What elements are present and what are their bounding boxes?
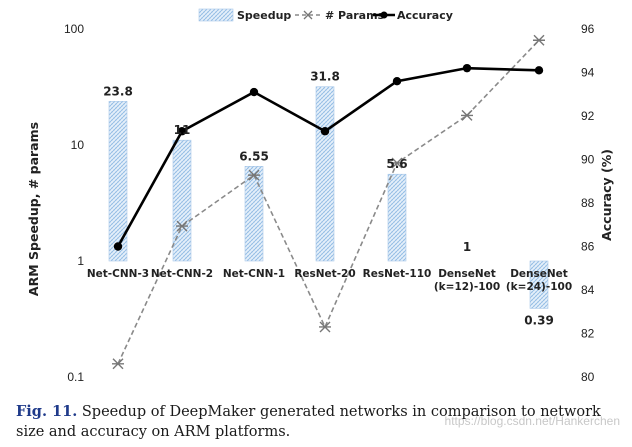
params-marker bbox=[112, 358, 124, 370]
category-label: (k=12)-100 bbox=[434, 281, 500, 293]
category-label: Net-CNN-2 bbox=[151, 268, 213, 280]
accuracy-marker bbox=[320, 127, 330, 136]
category-label: DenseNet bbox=[438, 268, 496, 280]
figure-caption: Fig. 11. Speedup of DeepMaker generated … bbox=[16, 402, 628, 442]
params-marker bbox=[533, 34, 545, 46]
category-label: ResNet-110 bbox=[363, 268, 432, 280]
legend: Speedup # Params Accuracy bbox=[198, 8, 453, 22]
speedup-bar bbox=[244, 166, 264, 262]
params-marker bbox=[461, 109, 473, 121]
speedup-label: 11 bbox=[174, 123, 191, 137]
right-tick-label: 84 bbox=[581, 283, 595, 297]
caption-text: Speedup of DeepMaker generated networks … bbox=[16, 404, 601, 440]
speedup-label: 6.55 bbox=[239, 149, 269, 163]
left-tick-label: 0.1 bbox=[67, 370, 84, 384]
params-marker bbox=[248, 169, 260, 181]
axes: 0.1 1 10 100 80 82 84 86 88 90 92 94 96 ARM Speedup, … bbox=[26, 22, 614, 384]
speedup-bar bbox=[172, 139, 192, 262]
accuracy-marker bbox=[392, 77, 402, 86]
data-labels: 23.8 11 6.55 31.8 5.6 1 0.39 bbox=[103, 70, 554, 328]
speedup-bar bbox=[387, 173, 407, 262]
legend-marker-params bbox=[303, 10, 313, 20]
left-tick-label: 10 bbox=[71, 138, 85, 152]
params-series bbox=[112, 34, 545, 370]
accuracy-series bbox=[113, 63, 544, 251]
category-label: Net-CNN-1 bbox=[223, 268, 285, 280]
right-tick-label: 82 bbox=[581, 327, 595, 341]
category-label: ResNet-20 bbox=[294, 268, 355, 280]
legend-label-accuracy: Accuracy bbox=[397, 9, 453, 22]
params-marker bbox=[319, 321, 331, 333]
speedup-bar bbox=[529, 260, 549, 309]
accuracy-marker bbox=[177, 127, 187, 136]
speedup-label: 31.8 bbox=[310, 70, 340, 84]
category-label: (k=24)-100 bbox=[506, 281, 572, 293]
params-marker bbox=[176, 220, 188, 232]
speedup-bar bbox=[315, 86, 335, 262]
right-tick-label: 88 bbox=[581, 196, 595, 210]
params-marker bbox=[391, 157, 403, 169]
right-tick-label: 86 bbox=[581, 240, 595, 254]
speedup-label: 5.6 bbox=[386, 157, 407, 171]
speedup-bars bbox=[108, 86, 549, 309]
right-tick-label: 96 bbox=[581, 22, 595, 36]
left-tick-label: 1 bbox=[77, 254, 84, 268]
legend-marker-accuracy bbox=[380, 11, 388, 19]
figure-number: Fig. 11. bbox=[16, 403, 78, 420]
accuracy-marker bbox=[113, 242, 123, 251]
right-axis-title: Accuracy (%) bbox=[599, 149, 614, 241]
left-axis-title: ARM Speedup, # params bbox=[26, 122, 41, 296]
legend-swatch-speedup bbox=[198, 8, 234, 22]
legend-label-speedup: Speedup bbox=[237, 9, 291, 22]
right-tick-label: 90 bbox=[581, 153, 595, 167]
right-tick-label: 80 bbox=[581, 370, 595, 384]
chart-svg: Speedup # Params Accuracy 0.1 1 10 100 80 82 84 8… bbox=[26, 8, 614, 384]
speedup-label: 0.39 bbox=[524, 313, 554, 327]
speedup-bar bbox=[108, 101, 128, 262]
category-label: DenseNet bbox=[510, 268, 568, 280]
legend-label-params: # Params bbox=[325, 9, 385, 22]
category-label: Net-CNN-3 bbox=[87, 268, 149, 280]
right-tick-label: 92 bbox=[581, 109, 595, 123]
speedup-label: 23.8 bbox=[103, 84, 133, 98]
accuracy-marker bbox=[249, 87, 259, 97]
category-labels: Net-CNN-3 Net-CNN-2 Net-CNN-1 ResNet-20 ResN… bbox=[87, 268, 572, 293]
accuracy-marker bbox=[462, 63, 472, 73]
left-tick-label: 100 bbox=[64, 22, 84, 36]
accuracy-marker bbox=[534, 66, 544, 75]
right-tick-label: 94 bbox=[581, 66, 595, 80]
speedup-label: 1 bbox=[463, 240, 471, 254]
watermark: https://blog.csdn.net/Hankerchen bbox=[444, 414, 620, 428]
